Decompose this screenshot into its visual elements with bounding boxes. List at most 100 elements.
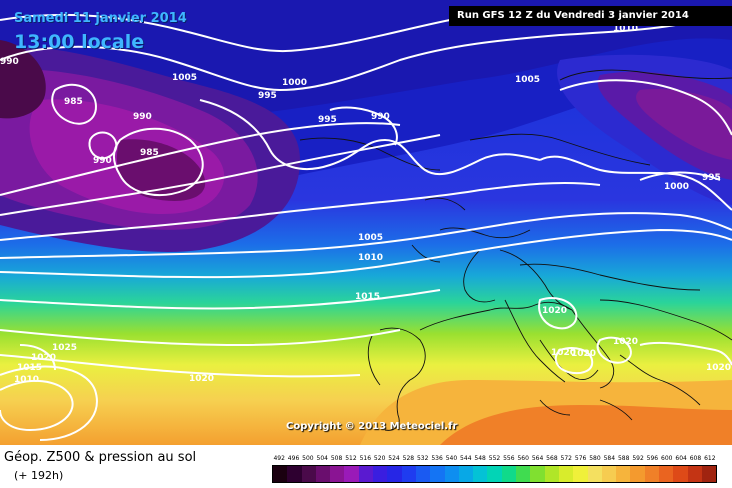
color-scale-tick-label: 544 <box>460 455 472 462</box>
color-scale-tick-label: 524 <box>388 455 400 462</box>
isobar-label-1020: 1020 <box>542 306 567 316</box>
color-scale-swatch <box>330 466 345 482</box>
color-scale-swatch <box>273 466 288 482</box>
color-scale-swatch <box>659 466 674 482</box>
color-scale-swatch <box>558 466 574 482</box>
color-scale-tick-label: 596 <box>646 455 659 462</box>
color-scale-tick-label: 548 <box>474 455 486 462</box>
legend-footer: Géop. Z500 & pression au sol (+ 192h) 49… <box>0 445 732 488</box>
color-scale-swatch <box>601 466 617 482</box>
isobar-label-985: 985 <box>140 148 159 158</box>
color-scale-swatch <box>473 466 488 482</box>
color-scale-tick-label: 500 <box>302 455 314 462</box>
z500-ne-low-core <box>636 89 732 160</box>
color-scale-tick-label: 584 <box>603 455 616 462</box>
isobar-label-985: 985 <box>64 97 83 107</box>
color-scale-swatch <box>516 466 531 482</box>
color-scale-tick-label: 588 <box>617 455 630 462</box>
color-scale-tick-label: 552 <box>488 455 501 462</box>
color-scale-tick-label: 576 <box>574 455 587 462</box>
color-scale-tick-label: 556 <box>503 455 515 462</box>
color-scale-tick-label: 608 <box>689 455 702 462</box>
isobar-label-1010: 1010 <box>613 24 638 34</box>
color-scale-swatch <box>301 466 316 482</box>
z500-warm-south-2 <box>440 405 732 445</box>
isobar-label-1020: 1020 <box>706 363 731 373</box>
isobar-labels: 990 985 1005 1000 995 995 990 990 985 99… <box>0 24 731 385</box>
isobars <box>0 13 732 441</box>
color-scale-tick-label: 532 <box>416 455 429 462</box>
isobar-label-1015: 1015 <box>355 292 380 302</box>
color-scale-swatch <box>673 466 688 482</box>
color-scale-swatch <box>530 466 545 482</box>
model-run-label: Run GFS 12 Z du Vendredi 3 janvier 2014 <box>449 6 732 26</box>
color-scale-tick-label: 536 <box>431 455 443 462</box>
color-scale-swatch <box>487 466 502 482</box>
color-scale-swatch <box>587 466 602 482</box>
isobar-label-1015: 1015 <box>17 363 42 373</box>
color-scale-swatch <box>287 466 302 482</box>
color-scale-swatch <box>644 466 660 482</box>
color-scale-swatch <box>630 466 645 482</box>
color-scale-tick-label: 528 <box>402 455 415 462</box>
isobar-label-1020: 1020 <box>189 374 214 384</box>
isobar-label-990: 990 <box>133 112 152 122</box>
isobar-label-1005: 1005 <box>172 73 197 83</box>
color-scale-tick-label: 496 <box>287 455 300 462</box>
color-scale-swatch <box>373 466 388 482</box>
lead-time: (+ 192h) <box>14 469 64 482</box>
isobar-label-1020: 1020 <box>613 337 638 347</box>
color-scale-tick-label: 580 <box>589 455 601 462</box>
color-scale-swatch <box>344 466 359 482</box>
color-scale-swatch <box>401 466 416 482</box>
color-scale-swatch <box>315 466 331 482</box>
isobar-label-1005: 1005 <box>358 233 383 243</box>
color-scale-swatch <box>701 466 717 482</box>
color-scale-swatch <box>544 466 559 482</box>
isobar-label-995: 995 <box>702 173 721 183</box>
isobar-label-990: 990 <box>0 57 19 67</box>
forecast-time: 13:00 locale <box>14 31 145 53</box>
isobar-label-1000: 1000 <box>282 78 307 88</box>
color-scale-tick-label: 560 <box>517 455 529 462</box>
color-scale-tick-label: 512 <box>345 455 357 462</box>
isobar-label-1000: 1000 <box>664 182 689 192</box>
europe-coastline <box>299 69 732 431</box>
color-scale-swatch <box>430 466 445 482</box>
isobar-label-1010: 1010 <box>358 253 383 263</box>
color-scale-swatch <box>501 466 517 482</box>
isobar-label-1005: 1005 <box>515 75 540 85</box>
color-scale-swatch <box>616 466 631 482</box>
color-scale-bar <box>272 465 717 483</box>
color-scale-swatch <box>687 466 702 482</box>
copyright-notice: Copyright © 2013 Meteociel.fr <box>286 421 458 432</box>
color-scale-tick-label: 572 <box>560 455 572 462</box>
color-scale-tick-label: 600 <box>661 455 673 462</box>
isobar-label-990: 990 <box>371 112 390 122</box>
color-scale-tick-label: 564 <box>531 455 544 462</box>
isobar-label-1020: 1020 <box>551 348 576 358</box>
color-scale-swatch <box>358 466 374 482</box>
color-scale-tick-label: 540 <box>445 455 458 462</box>
color-scale-swatch <box>415 466 431 482</box>
field-title: Géop. Z500 & pression au sol <box>4 450 197 465</box>
color-scale-tick-label: 568 <box>546 455 558 462</box>
color-scale-tick-label: 504 <box>316 455 328 462</box>
pressure-map: 990 985 1005 1000 995 995 990 990 985 99… <box>0 0 732 445</box>
isobar-label-1010: 1010 <box>14 375 39 385</box>
isobar-label-1020: 1020 <box>31 353 56 363</box>
isobar-label-995: 995 <box>258 91 277 101</box>
color-scale-swatch <box>458 466 474 482</box>
isobar-label-1025: 1025 <box>52 343 77 353</box>
isobar-label-990: 990 <box>93 156 112 166</box>
color-scale-swatch <box>387 466 402 482</box>
color-scale-tick-label: 592 <box>632 455 644 462</box>
color-scale-labels: 492 496 500 504 508 512 516 520 524 528 532 536 540 5… <box>272 455 717 465</box>
forecast-date: Samedi 11 janvier 2014 <box>14 11 187 26</box>
color-scale-swatch <box>444 466 459 482</box>
color-scale-tick-label: 612 <box>704 455 716 462</box>
color-scale-swatch <box>573 466 588 482</box>
color-scale-tick-label: 492 <box>273 455 285 462</box>
isobar-label-1020: 1020 <box>571 349 596 359</box>
